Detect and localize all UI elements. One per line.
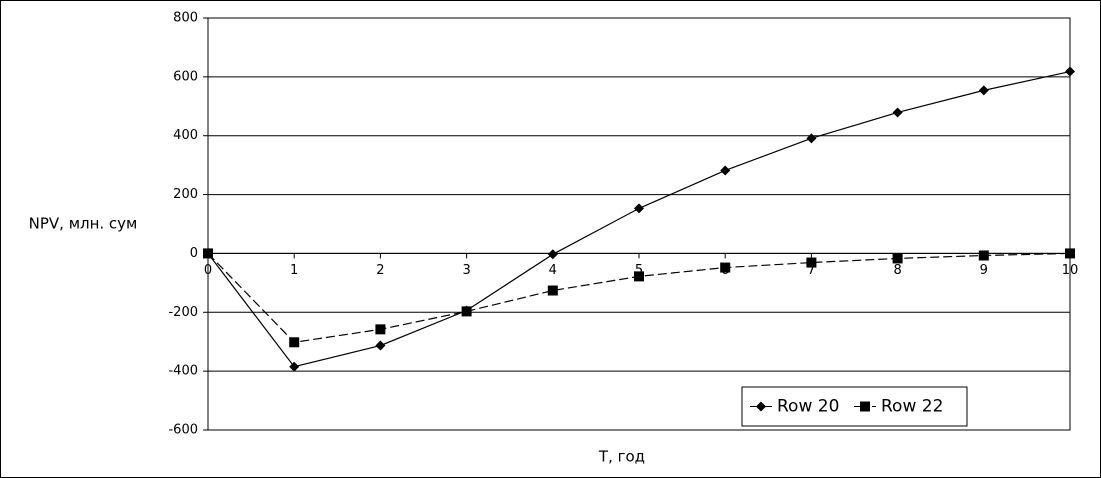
x-tick-label: 4 xyxy=(549,263,557,278)
y-tick-label: 200 xyxy=(173,187,198,202)
y-tick-label: 600 xyxy=(173,69,198,84)
x-tick-label: 9 xyxy=(980,263,988,278)
marker xyxy=(978,250,989,261)
y-tick-label: 800 xyxy=(173,11,198,26)
legend-label: Row 20 xyxy=(777,397,839,417)
marker xyxy=(634,271,644,282)
y-tick-label: 0 xyxy=(190,246,198,261)
x-axis-label: T, год xyxy=(598,448,645,466)
marker xyxy=(375,324,386,335)
marker xyxy=(461,306,472,317)
marker xyxy=(806,257,817,268)
marker xyxy=(547,285,558,296)
x-tick-label: 8 xyxy=(893,263,901,278)
marker xyxy=(720,165,731,176)
marker xyxy=(289,337,300,348)
marker xyxy=(892,253,903,264)
x-tick-label: 3 xyxy=(462,263,470,278)
x-tick-label: 10 xyxy=(1062,263,1079,278)
marker xyxy=(203,248,213,259)
marker xyxy=(720,262,731,273)
marker xyxy=(1065,248,1075,259)
y-tick-label: 400 xyxy=(173,128,198,143)
y-tick-label: -400 xyxy=(168,364,198,379)
x-tick-label: 2 xyxy=(376,263,384,278)
x-tick-label: 5 xyxy=(635,263,643,278)
legend-label: Row 22 xyxy=(881,397,943,417)
marker xyxy=(860,401,870,412)
x-tick-label: 0 xyxy=(204,263,212,278)
y-tick-label: -200 xyxy=(168,305,198,320)
y-axis-label: NPV, млн. сум xyxy=(29,215,138,233)
marker xyxy=(1065,66,1075,77)
y-tick-label: -600 xyxy=(168,423,198,438)
x-tick-label: 7 xyxy=(807,263,815,278)
plot-area xyxy=(207,17,1071,431)
x-tick-label: 1 xyxy=(290,263,298,278)
marker xyxy=(756,401,766,412)
marker xyxy=(547,249,558,260)
marker xyxy=(375,340,386,351)
marker xyxy=(892,107,903,118)
marker xyxy=(806,133,817,144)
marker xyxy=(289,361,300,372)
marker xyxy=(978,85,989,96)
marker xyxy=(634,203,644,214)
